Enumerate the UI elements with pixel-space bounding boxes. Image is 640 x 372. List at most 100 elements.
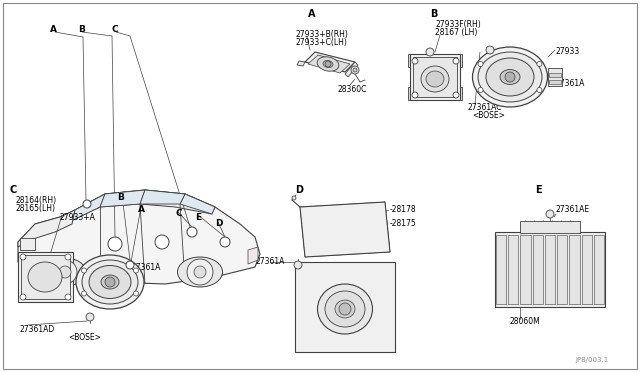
Bar (549, 80, 561, 84)
Polygon shape (18, 190, 260, 284)
Ellipse shape (177, 257, 223, 287)
Bar (508, 235, 518, 304)
Polygon shape (460, 54, 462, 67)
Polygon shape (308, 55, 350, 73)
Circle shape (478, 61, 483, 67)
Bar (413, 57, 457, 97)
Circle shape (65, 254, 71, 260)
Text: 27361AD: 27361AD (20, 324, 55, 334)
Polygon shape (100, 190, 145, 207)
Polygon shape (408, 54, 410, 67)
Bar (410, 54, 460, 100)
Circle shape (20, 254, 26, 260)
Circle shape (537, 87, 542, 93)
Ellipse shape (323, 60, 333, 68)
Text: E: E (195, 212, 201, 221)
Ellipse shape (317, 57, 339, 71)
Ellipse shape (478, 52, 542, 102)
Text: 27361A: 27361A (132, 263, 161, 272)
Ellipse shape (89, 266, 131, 298)
Bar (545, 235, 555, 304)
Bar (548, 68, 562, 86)
Ellipse shape (335, 300, 355, 318)
Text: 27361AE: 27361AE (555, 205, 589, 215)
Polygon shape (460, 87, 462, 100)
Text: 29270S: 29270S (360, 340, 389, 349)
Bar (295, 262, 395, 352)
Circle shape (86, 313, 94, 321)
Ellipse shape (317, 284, 372, 334)
Text: <BOSE>: <BOSE> (472, 110, 505, 119)
Ellipse shape (500, 70, 520, 84)
Bar (520, 221, 580, 233)
Circle shape (81, 291, 86, 296)
Text: 28164(RH): 28164(RH) (15, 196, 56, 205)
Text: A: A (50, 26, 57, 35)
Circle shape (453, 58, 459, 64)
Bar (557, 235, 567, 304)
Text: B: B (78, 26, 85, 35)
Circle shape (339, 303, 351, 315)
Circle shape (194, 266, 206, 278)
Circle shape (134, 268, 138, 273)
Bar (582, 235, 592, 304)
Polygon shape (73, 194, 105, 220)
Circle shape (59, 266, 71, 278)
Ellipse shape (44, 258, 86, 286)
Circle shape (486, 46, 494, 54)
Circle shape (546, 210, 554, 218)
Text: D: D (215, 219, 223, 228)
Text: B: B (117, 192, 124, 202)
Circle shape (351, 66, 359, 74)
Circle shape (537, 61, 542, 67)
Bar (570, 235, 580, 304)
Circle shape (81, 268, 86, 273)
Text: 28060M: 28060M (510, 317, 541, 327)
Circle shape (412, 58, 418, 64)
Ellipse shape (421, 66, 449, 92)
Circle shape (187, 227, 197, 237)
Polygon shape (300, 202, 390, 257)
Polygon shape (248, 247, 258, 264)
Circle shape (155, 235, 169, 249)
Bar (549, 73, 561, 77)
Circle shape (20, 294, 26, 300)
Text: 28165(LH): 28165(LH) (15, 203, 55, 212)
Text: C: C (112, 26, 118, 35)
Text: 27361AC: 27361AC (468, 103, 502, 112)
Polygon shape (140, 190, 185, 204)
Text: JP8/003.1: JP8/003.1 (575, 357, 608, 363)
Circle shape (505, 72, 515, 82)
Text: 28360C: 28360C (338, 84, 367, 93)
Circle shape (453, 92, 459, 98)
Circle shape (412, 92, 418, 98)
Circle shape (187, 259, 213, 285)
Ellipse shape (101, 275, 119, 289)
Text: <BOSE>: <BOSE> (68, 333, 101, 341)
Text: -28175: -28175 (390, 219, 417, 228)
Text: A: A (138, 205, 145, 214)
Bar (21, 255, 70, 299)
Circle shape (105, 277, 115, 287)
Circle shape (108, 237, 122, 251)
Ellipse shape (426, 71, 444, 87)
Polygon shape (180, 194, 215, 214)
Text: 27933+C(LH): 27933+C(LH) (295, 38, 347, 46)
Polygon shape (297, 61, 305, 66)
Text: 27933+B(RH): 27933+B(RH) (295, 29, 348, 38)
Text: A: A (308, 9, 316, 19)
Text: -28178: -28178 (390, 205, 417, 215)
Circle shape (325, 61, 331, 67)
Circle shape (53, 260, 77, 284)
Text: B: B (430, 9, 437, 19)
Polygon shape (18, 210, 75, 247)
Bar (495, 232, 605, 307)
Bar (594, 235, 604, 304)
Circle shape (478, 87, 483, 93)
Circle shape (65, 294, 71, 300)
Text: C: C (10, 185, 17, 195)
Ellipse shape (325, 291, 365, 327)
Circle shape (126, 261, 134, 269)
Text: 27933: 27933 (555, 48, 579, 57)
Text: D: D (295, 185, 303, 195)
